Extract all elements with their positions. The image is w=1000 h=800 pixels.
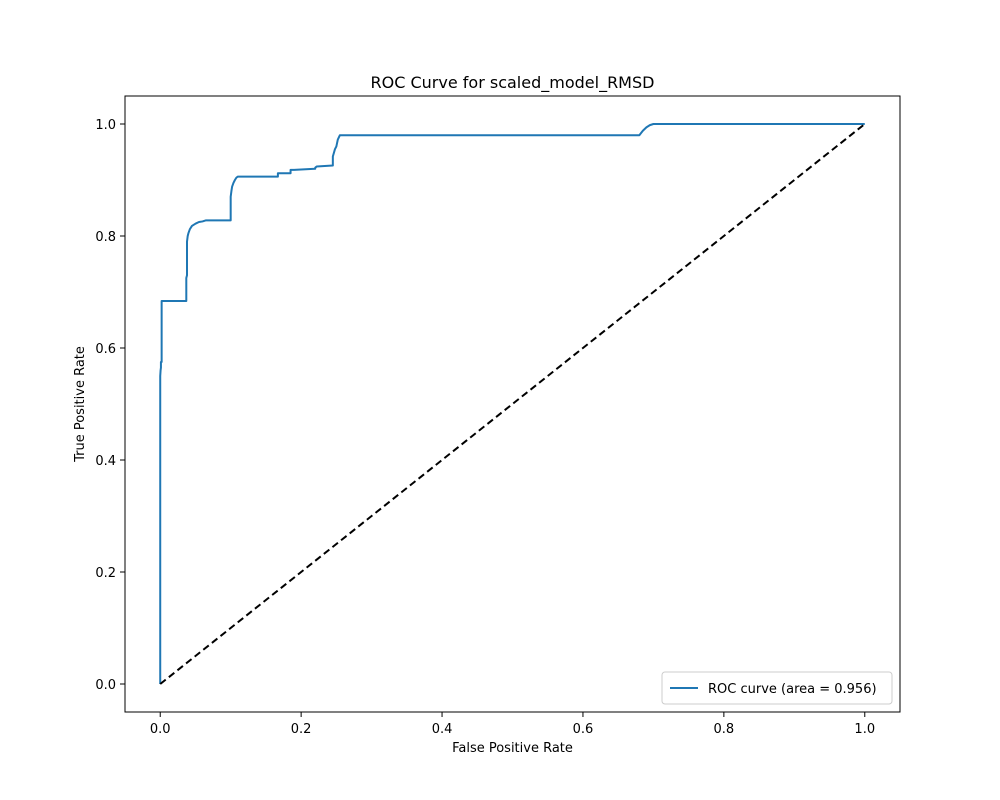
y-tick-label: 0.0 [95,678,116,693]
y-tick-label: 0.6 [95,342,116,357]
x-tick-label: 0.6 [573,722,594,737]
roc-curve-line [159,123,865,684]
y-tick-label: 0.2 [95,566,116,581]
x-tick-label: 0.4 [432,722,453,737]
chart-title: ROC Curve for scaled_model_RMSD [371,73,655,93]
x-axis-label: False Positive Rate [452,741,573,756]
y-axis-label: True Positive Rate [73,346,88,463]
y-tick-label: 1.0 [95,118,116,133]
y-axis-ticks: 0.0 0.2 0.4 0.6 0.8 1.0 [95,118,125,693]
plot-frame [124,95,901,713]
legend: ROC curve (area = 0.956) [661,671,893,705]
y-tick-label: 0.4 [95,454,116,469]
x-tick-label: 0.0 [150,722,171,737]
x-tick-label: 1.0 [854,722,875,737]
y-tick-label: 0.8 [95,230,116,245]
legend-label: ROC curve (area = 0.956) [708,682,877,697]
legend-box [661,671,893,705]
x-axis-ticks: 0.0 0.2 0.4 0.6 0.8 1.0 [150,712,875,737]
x-tick-label: 0.8 [714,722,735,737]
plot-area [124,95,901,713]
chance-diagonal-line [159,123,866,685]
x-tick-label: 0.2 [291,722,312,737]
